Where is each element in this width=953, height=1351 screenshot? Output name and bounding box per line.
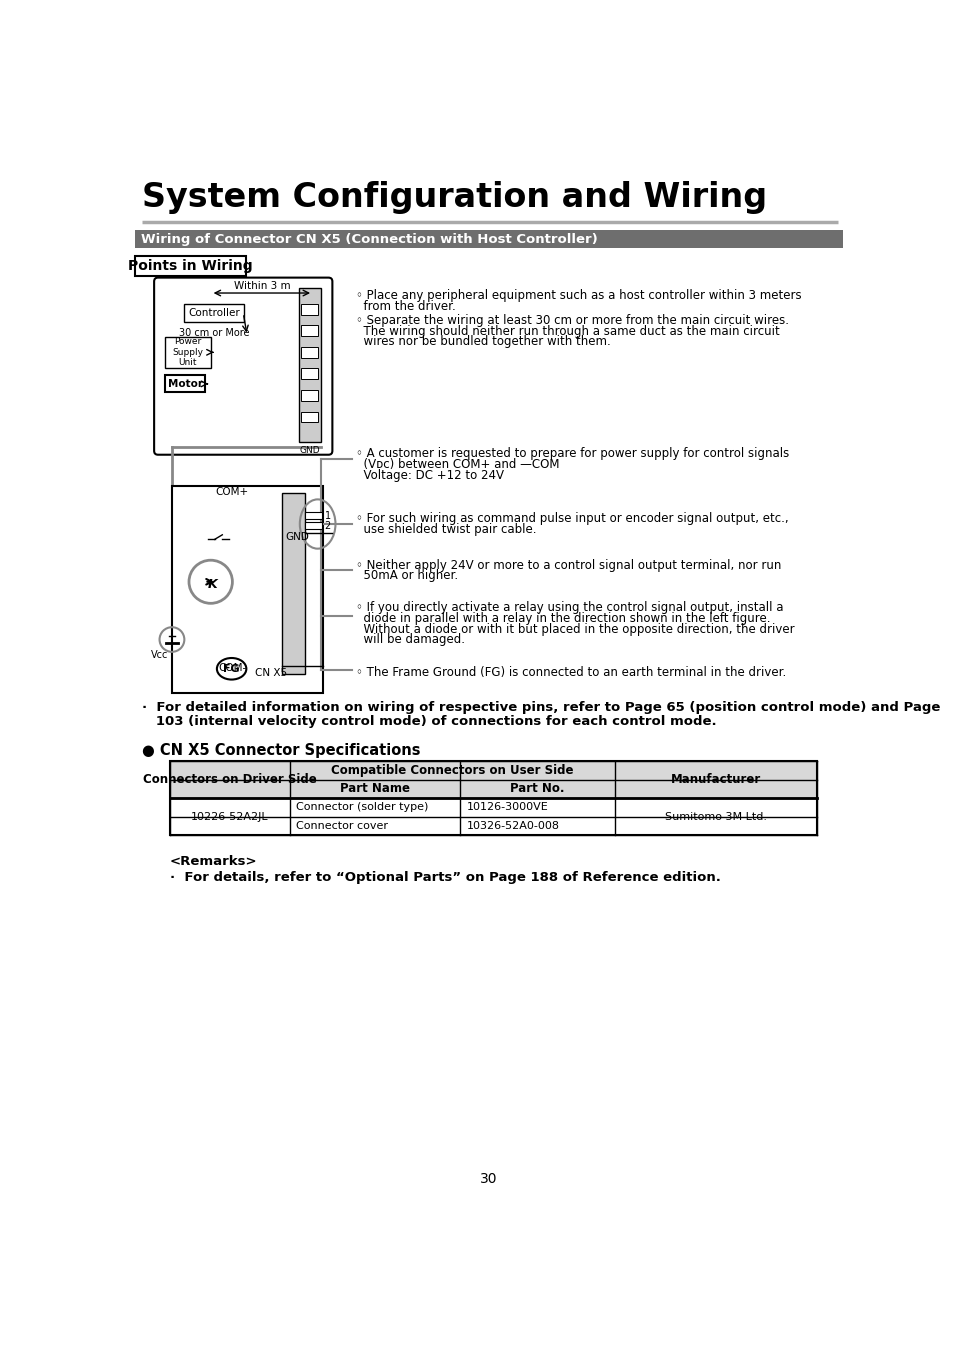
FancyBboxPatch shape — [165, 376, 205, 392]
Text: <Remarks>: <Remarks> — [170, 855, 257, 869]
Bar — [301, 347, 318, 358]
Text: ·  For detailed information on wiring of respective pins, refer to Page 65 (posi: · For detailed information on wiring of … — [142, 701, 940, 715]
Text: Vᴄᴄ: Vᴄᴄ — [151, 650, 168, 659]
Bar — [134, 230, 842, 249]
Bar — [170, 780, 290, 798]
Text: COM+: COM+ — [215, 488, 249, 497]
Text: System Configuration and Wiring: System Configuration and Wiring — [142, 181, 767, 215]
Text: from the driver.: from the driver. — [356, 300, 456, 313]
Text: Connectors on Driver Side: Connectors on Driver Side — [143, 773, 316, 786]
Bar — [170, 761, 816, 780]
Text: (Vᴅᴄ) between COM+ and —COM: (Vᴅᴄ) between COM+ and —COM — [356, 458, 559, 470]
Text: 30 cm or More: 30 cm or More — [179, 328, 249, 338]
Bar — [282, 493, 305, 674]
Text: GND: GND — [286, 532, 310, 542]
Text: K: K — [207, 578, 217, 592]
FancyBboxPatch shape — [154, 277, 332, 455]
Text: Controller: Controller — [188, 308, 240, 317]
Text: 10326-52A0-008: 10326-52A0-008 — [466, 821, 558, 831]
Text: ◦ Place any peripheral equipment such as a host controller within 3 meters: ◦ Place any peripheral equipment such as… — [356, 289, 801, 303]
Bar — [301, 390, 318, 401]
Text: Connector cover: Connector cover — [295, 821, 388, 831]
Text: ◦ If you directly activate a relay using the control signal output, install a: ◦ If you directly activate a relay using… — [356, 601, 783, 613]
Text: ·  For details, refer to “Optional Parts” on Page 188 of Reference edition.: · For details, refer to “Optional Parts”… — [170, 870, 720, 884]
Bar — [305, 512, 322, 519]
Text: Within 3 m: Within 3 m — [233, 281, 290, 290]
Bar — [172, 485, 323, 693]
FancyBboxPatch shape — [184, 304, 244, 323]
Bar — [170, 761, 816, 835]
Text: 10126-3000VE: 10126-3000VE — [466, 802, 548, 812]
Text: ◦ A customer is requested to prepare for power supply for control signals: ◦ A customer is requested to prepare for… — [356, 447, 789, 461]
Text: Compatible Connectors on User Side: Compatible Connectors on User Side — [331, 763, 573, 777]
Bar — [301, 304, 318, 315]
Text: will be damaged.: will be damaged. — [356, 634, 465, 646]
Bar — [305, 523, 322, 528]
Text: Without a diode or with it but placed in the opposite direction, the driver: Without a diode or with it but placed in… — [356, 623, 794, 635]
Text: 10226-52A2JL: 10226-52A2JL — [191, 812, 268, 821]
Text: use shielded twist pair cable.: use shielded twist pair cable. — [356, 523, 537, 536]
Text: FG: FG — [223, 663, 240, 674]
Bar — [615, 780, 816, 798]
Text: ◦ The Frame Ground (FG) is connected to an earth terminal in the driver.: ◦ The Frame Ground (FG) is connected to … — [356, 666, 786, 680]
Text: The wiring should neither run through a same duct as the main circuit: The wiring should neither run through a … — [356, 324, 780, 338]
Text: Wiring of Connector CN X5 (Connection with Host Controller): Wiring of Connector CN X5 (Connection wi… — [141, 232, 598, 246]
Text: Power
Supply
Unit: Power Supply Unit — [172, 338, 203, 367]
Text: GND: GND — [299, 446, 320, 455]
Text: ◦ For such wiring as command pulse input or encoder signal output, etc.,: ◦ For such wiring as command pulse input… — [356, 512, 788, 526]
Text: 30: 30 — [479, 1173, 497, 1186]
Text: Connector (solder type): Connector (solder type) — [295, 802, 428, 812]
Text: CN X5: CN X5 — [254, 669, 287, 678]
FancyBboxPatch shape — [134, 257, 246, 276]
Bar — [290, 780, 615, 798]
Bar — [301, 369, 318, 380]
Bar — [301, 326, 318, 336]
Bar — [298, 288, 320, 442]
Text: ● CN X5 Connector Specifications: ● CN X5 Connector Specifications — [142, 743, 420, 758]
Text: 103 (internal velocity control mode) of connections for each control mode.: 103 (internal velocity control mode) of … — [142, 715, 717, 728]
Text: Voltage: DC +12 to 24V: Voltage: DC +12 to 24V — [356, 469, 504, 481]
Text: Part No.: Part No. — [510, 782, 564, 796]
Text: 1: 1 — [324, 511, 331, 520]
Text: Motor: Motor — [168, 378, 202, 389]
Text: ◦ Separate the wiring at least 30 cm or more from the main circuit wires.: ◦ Separate the wiring at least 30 cm or … — [356, 313, 788, 327]
Text: 2: 2 — [324, 520, 331, 531]
Text: wires nor be bundled together with them.: wires nor be bundled together with them. — [356, 335, 611, 349]
Text: Part Name: Part Name — [339, 782, 410, 796]
Text: Points in Wiring: Points in Wiring — [128, 259, 253, 273]
Bar — [301, 412, 318, 423]
Text: COM-: COM- — [217, 662, 246, 673]
Text: Sumitomo 3M Ltd.: Sumitomo 3M Ltd. — [664, 812, 766, 821]
Text: Manufacturer: Manufacturer — [670, 773, 760, 786]
Text: ◦ Neither apply 24V or more to a control signal output terminal, nor run: ◦ Neither apply 24V or more to a control… — [356, 559, 781, 571]
Text: diode in parallel with a relay in the direction shown in the left figure.: diode in parallel with a relay in the di… — [356, 612, 770, 624]
Text: 50mA or higher.: 50mA or higher. — [356, 570, 458, 582]
FancyBboxPatch shape — [165, 336, 211, 367]
